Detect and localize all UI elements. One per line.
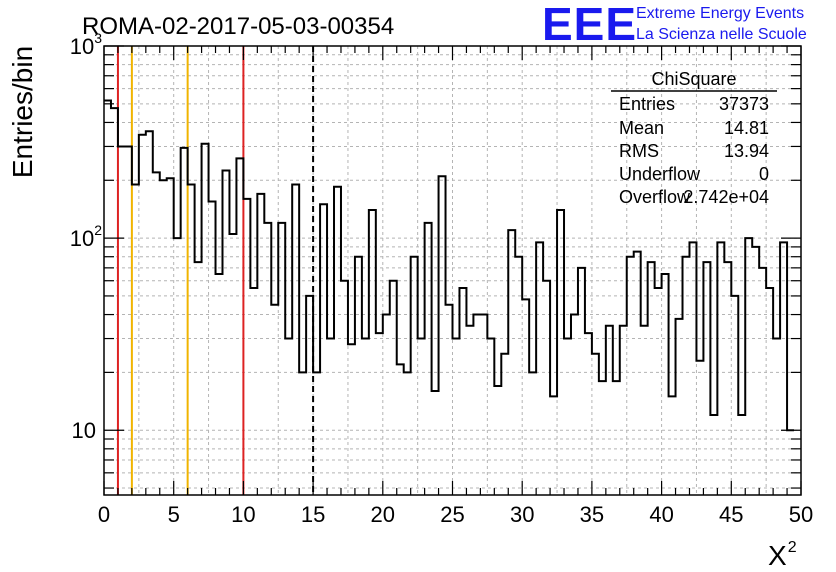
histogram-bars <box>104 99 795 432</box>
stats-label-rms: RMS <box>619 141 659 161</box>
stats-label-underflow: Underflow <box>619 164 701 184</box>
chart-title: ROMA-02-2017-05-03-00354 <box>82 13 394 40</box>
x-axis-ticks: 0 5 10 15 20 25 30 35 40 45 50 <box>98 46 813 527</box>
histogram-step-line <box>104 99 795 432</box>
x-tick-label: 0 <box>98 502 110 527</box>
logo-line-2: La Scienza nelle Scuole <box>636 26 807 43</box>
reference-lines <box>116 46 315 495</box>
x-tick-label: 10 <box>231 502 255 527</box>
logo-line-1: Extreme Energy Events <box>636 5 804 22</box>
y-tick-label: 103 <box>70 30 102 59</box>
stats-label-overflow: Overflow <box>619 187 691 207</box>
stats-box: ChiSquare Entries 37373 Mean 14.81 RMS 1… <box>611 69 777 207</box>
x-tick-label: 5 <box>168 502 180 527</box>
x-tick-label: 40 <box>649 502 673 527</box>
y-axis-label: Entries/bin <box>7 46 38 178</box>
x-tick-label: 25 <box>440 502 464 527</box>
stats-value-rms: 13.94 <box>724 141 769 161</box>
x-tick-label: 20 <box>371 502 395 527</box>
x-tick-label: 45 <box>719 502 743 527</box>
x-tick-label: 35 <box>580 502 604 527</box>
y-tick-label: 102 <box>70 222 102 251</box>
stats-value-underflow: 0 <box>759 164 769 184</box>
x-axis-label-main: X <box>768 540 787 571</box>
x-tick-label: 30 <box>510 502 534 527</box>
stats-label-mean: Mean <box>619 118 664 138</box>
stats-title: ChiSquare <box>651 69 736 89</box>
y-tick-label: 10 <box>72 418 96 443</box>
stats-value-overflow: 2.742e+04 <box>683 187 769 207</box>
x-axis-label-sup: 2 <box>788 539 797 556</box>
stats-value-entries: 37373 <box>719 94 769 114</box>
eee-logo: EEE <box>542 0 637 50</box>
stats-value-mean: 14.81 <box>724 118 769 138</box>
x-tick-label: 15 <box>301 502 325 527</box>
y-axis-ticks: 10 102 103 <box>70 30 801 489</box>
x-tick-label: 50 <box>789 502 813 527</box>
x-axis-label: X2 <box>768 539 797 571</box>
stats-label-entries: Entries <box>619 94 675 114</box>
